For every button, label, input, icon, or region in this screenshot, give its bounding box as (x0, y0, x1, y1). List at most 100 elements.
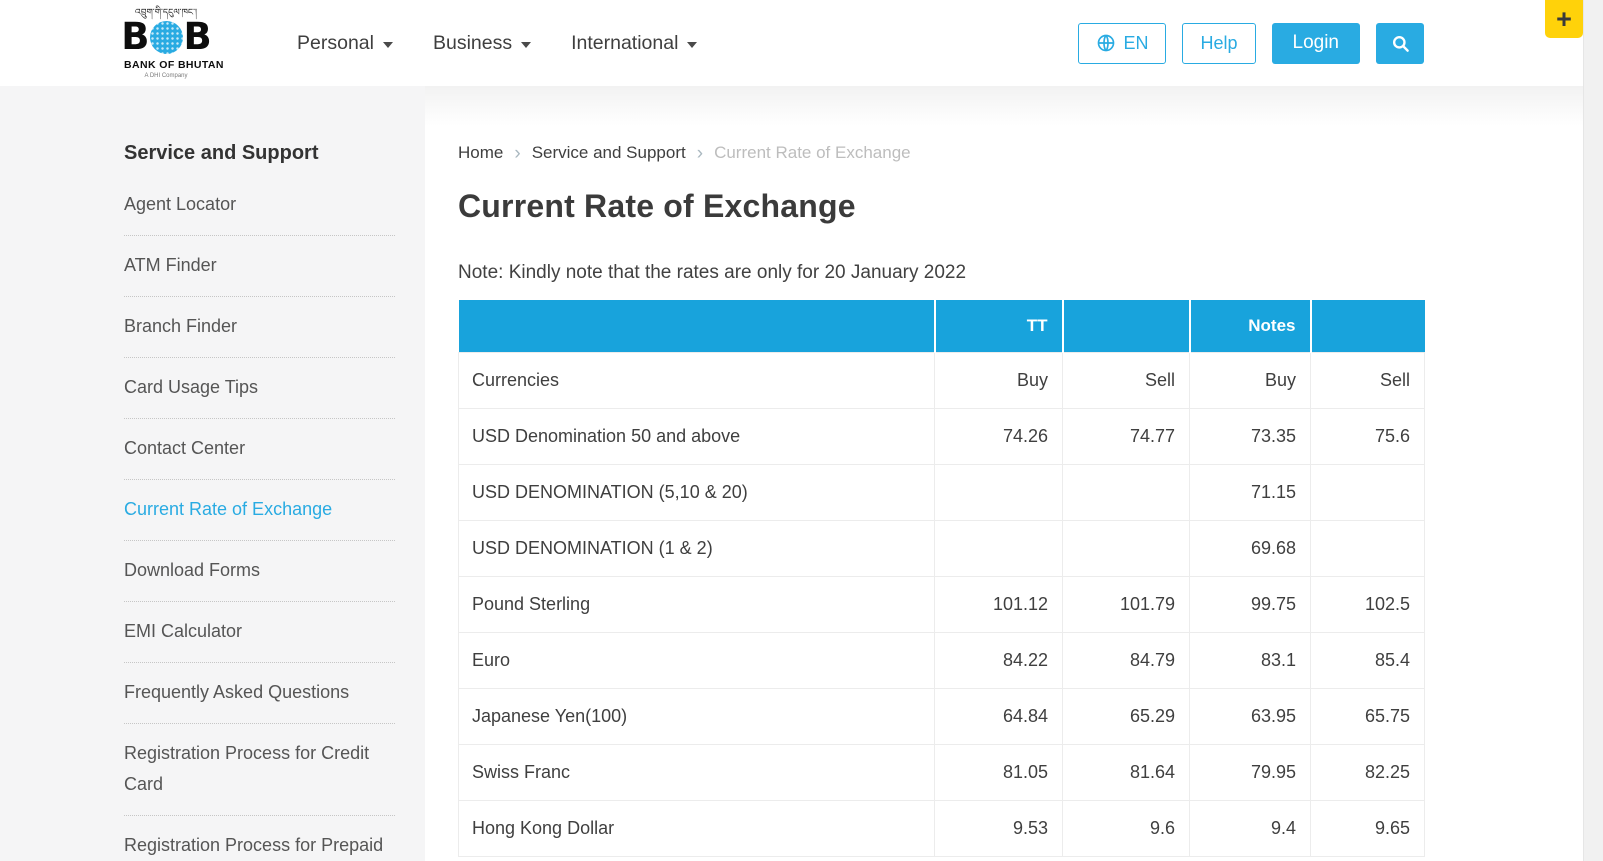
rate-cell (934, 463, 1063, 521)
table-group-header (1309, 300, 1425, 352)
breadcrumb: Home › Service and Support › Current Rate of… (458, 143, 1583, 163)
table-sub-header: Buy (934, 351, 1063, 409)
rate-cell (1062, 519, 1190, 577)
sidebar-item-card-usage-tips[interactable]: Card Usage Tips (124, 358, 395, 419)
rate-cell (934, 519, 1063, 577)
table-row: Japanese Yen(100) 64.84 65.29 63.95 65.75 (458, 687, 1425, 745)
rate-cell: 102.5 (1310, 575, 1425, 633)
logo-wordmark: B B (121, 15, 212, 58)
rate-cell: 9.65 (1310, 799, 1425, 857)
search-icon (1392, 35, 1409, 52)
rate-cell: 99.75 (1189, 575, 1311, 633)
table-row: Pound Sterling 101.12 101.79 99.75 102.5 (458, 575, 1425, 633)
language-label: EN (1123, 32, 1149, 53)
chevron-down-icon (521, 41, 532, 48)
table-row: Swiss Franc 81.05 81.64 79.95 82.25 (458, 743, 1425, 801)
login-button[interactable]: Login (1271, 22, 1360, 64)
rate-cell (1062, 463, 1190, 521)
rate-cell: 63.95 (1189, 687, 1311, 745)
sidebar-item-contact-center[interactable]: Contact Center (124, 419, 395, 480)
table-row: Euro 84.22 84.79 83.1 85.4 (458, 631, 1425, 689)
chevron-right-icon: › (696, 143, 704, 164)
rate-cell (1310, 463, 1425, 521)
main-content: Home › Service and Support › Current Rate of… (425, 86, 1583, 861)
header-actions: EN Help Login (1078, 22, 1424, 64)
nav-item-label: International (571, 31, 679, 54)
currency-cell: Hong Kong Dollar (458, 799, 935, 857)
table-group-header (458, 300, 935, 352)
logo-bank-name: BANK OF BHUTAN (124, 59, 224, 71)
page-body: Service and Support Agent Locator ATM Fin… (0, 86, 1583, 861)
scrollbar-track[interactable] (1583, 0, 1603, 861)
sidebar-item-registration-process-for-prepaid-card[interactable]: Registration Process for Prepaid Card (124, 816, 395, 861)
table-sub-header: Buy (1189, 351, 1311, 409)
currency-cell: Swiss Franc (458, 743, 935, 801)
sidebar-item-frequently-asked-questions[interactable]: Frequently Asked Questions (124, 663, 395, 724)
bob-logo[interactable]: འབྲུག་གི་དངུལ་ཁང་། B B BANK OF BHUTAN A … (121, 7, 224, 79)
currency-cell: USD Denomination 50 and above (458, 407, 935, 465)
rate-cell: 65.75 (1310, 687, 1425, 745)
rate-cell: 85.4 (1310, 631, 1425, 689)
table-sub-header: Currencies (458, 351, 935, 409)
rate-cell: 84.79 (1062, 631, 1190, 689)
sidebar-item-download-forms[interactable]: Download Forms (124, 541, 395, 602)
nav-item-label: Business (432, 31, 513, 54)
rate-cell: 81.64 (1062, 743, 1190, 801)
breadcrumb-link-service-and-support[interactable]: Service and Support (531, 143, 686, 162)
rate-cell (1310, 519, 1425, 577)
language-button[interactable]: EN (1078, 22, 1167, 64)
accessibility-plus-button[interactable]: + (1545, 0, 1583, 38)
currency-cell: USD DENOMINATION (1 & 2) (458, 519, 935, 577)
logo-tagline: A DHI Company (144, 73, 188, 79)
rate-cell: 65.29 (1062, 687, 1190, 745)
breadcrumb-current: Current Rate of Exchange (714, 143, 911, 162)
sidebar-item-agent-locator[interactable]: Agent Locator (124, 175, 395, 236)
search-button[interactable] (1376, 22, 1424, 64)
sidebar-item-emi-calculator[interactable]: EMI Calculator (124, 602, 395, 663)
rate-cell: 73.35 (1189, 407, 1311, 465)
rate-cell: 74.77 (1062, 407, 1190, 465)
main-navigation: Personal Business International (297, 31, 698, 55)
nav-item-international[interactable]: International (571, 31, 698, 55)
logo-letter-b-right: B (183, 15, 212, 58)
site-header: འབྲུག་གི་དངུལ་ཁང་། B B BANK OF BHUTAN A … (0, 0, 1583, 86)
sidebar-item-branch-finder[interactable]: Branch Finder (124, 297, 395, 358)
help-button[interactable]: Help (1182, 22, 1256, 64)
rate-cell: 75.6 (1310, 407, 1425, 465)
logo-letter-b-left: B (121, 15, 149, 58)
nav-item-label: Personal (297, 31, 374, 54)
sidebar-menu: Agent Locator ATM Finder Branch Finder Card… (124, 175, 395, 861)
rate-cell: 82.25 (1310, 743, 1425, 801)
breadcrumb-link-home[interactable]: Home (458, 143, 504, 162)
rate-cell: 101.12 (934, 575, 1063, 633)
currency-cell: USD DENOMINATION (5,10 & 20) (458, 463, 935, 521)
table-row: Hong Kong Dollar 9.53 9.6 9.4 9.65 (458, 799, 1425, 857)
rate-cell: 81.05 (934, 743, 1063, 801)
currency-cell: Pound Sterling (458, 575, 935, 633)
sidebar-item-registration-process-for-credit-card[interactable]: Registration Process for Credit Card (124, 724, 395, 816)
nav-item-personal[interactable]: Personal (297, 32, 393, 55)
sidebar-title: Service and Support (124, 142, 319, 164)
sidebar: Service and Support Agent Locator ATM Fin… (0, 86, 425, 861)
rate-cell: 101.79 (1062, 575, 1190, 633)
chevron-down-icon (687, 41, 698, 48)
rate-cell: 71.15 (1189, 463, 1311, 521)
globe-icon (1098, 34, 1115, 52)
rates-date-note: Note: Kindly note that the rates are onl… (458, 262, 967, 283)
sidebar-item-atm-finder[interactable]: ATM Finder (124, 236, 395, 297)
login-label: Login (1292, 32, 1340, 53)
chevron-right-icon: › (514, 143, 521, 164)
rate-cell: 74.26 (934, 407, 1063, 465)
table-group-header (1061, 300, 1190, 352)
currency-cell: Japanese Yen(100) (458, 687, 935, 745)
rate-cell: 83.1 (1189, 631, 1311, 689)
logo-dzongkha-script: འབྲུག་གི་དངུལ་ཁང་། (135, 7, 197, 17)
page-title: Current Rate of Exchange (458, 188, 856, 224)
sidebar-item-current-rate-of-exchange[interactable]: Current Rate of Exchange (124, 480, 395, 541)
table-group-header: TT (933, 300, 1063, 352)
nav-item-business[interactable]: Business (432, 31, 532, 55)
table-group-header: Notes (1188, 300, 1311, 352)
globe-circle-icon (149, 20, 183, 54)
rate-cell: 69.68 (1189, 519, 1311, 577)
table-sub-header: Sell (1310, 351, 1425, 409)
